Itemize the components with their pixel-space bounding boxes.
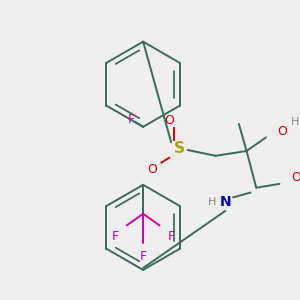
- Text: F: F: [128, 112, 135, 126]
- Text: H: H: [208, 197, 216, 207]
- Text: F: F: [112, 230, 118, 243]
- Text: F: F: [140, 250, 147, 263]
- Text: F: F: [168, 230, 175, 243]
- Text: O: O: [147, 163, 157, 176]
- Text: O: O: [278, 125, 287, 138]
- Text: O: O: [164, 115, 174, 128]
- Text: S: S: [173, 141, 184, 156]
- Text: O: O: [291, 171, 300, 184]
- Text: H: H: [291, 117, 299, 127]
- Text: N: N: [220, 195, 231, 209]
